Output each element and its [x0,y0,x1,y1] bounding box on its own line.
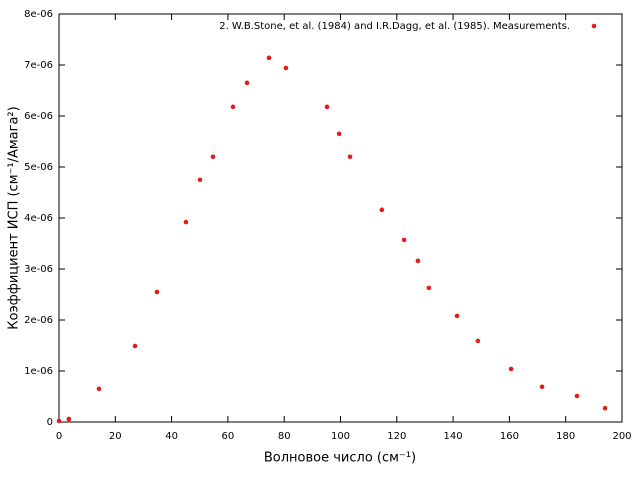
y-tick-label: 6e-06 [24,111,53,122]
data-point [154,289,160,295]
y-tick-label: 8e-06 [24,9,53,20]
data-point [454,313,460,319]
y-tick-label: 4e-06 [24,213,53,224]
y-tick-label: 2e-06 [24,315,53,326]
data-point [539,384,545,390]
x-tick-label: 180 [556,431,575,442]
data-point [66,416,72,422]
data-point [508,366,514,372]
data-point [602,405,608,411]
legend-label: 2. W.B.Stone, et al. (1984) and I.R.Dagg… [219,21,570,32]
x-tick-label: 160 [500,431,519,442]
x-tick-label: 120 [387,431,406,442]
x-tick-label: 100 [331,431,350,442]
data-point [132,343,138,349]
y-tick-label: 1e-06 [24,366,53,377]
plot-frame [58,13,623,423]
data-point [379,207,385,213]
y-tick-label: 3e-06 [24,264,53,275]
data-point [426,285,432,291]
data-point [283,65,289,71]
data-point [210,154,216,160]
x-tick-label: 40 [165,431,178,442]
x-tick-label: 200 [612,431,631,442]
x-axis-label: Волновое число (см⁻¹) [264,451,416,466]
y-tick-label: 0 [47,417,53,428]
data-point [475,338,481,344]
data-point [401,237,407,243]
x-tick-label: 80 [278,431,291,442]
x-tick-label: 20 [109,431,122,442]
x-tick-label: 0 [56,431,62,442]
x-tick-label: 140 [444,431,463,442]
data-point [230,104,236,110]
data-point [183,219,189,225]
y-tick-label: 7e-06 [24,60,53,71]
data-point [96,386,102,392]
y-tick-label: 5e-06 [24,162,53,173]
data-point [574,393,580,399]
y-axis-label: Коэффициент ИСП (см⁻¹/Амага²) [7,106,22,329]
data-point [244,80,250,86]
data-point [56,418,62,424]
data-point [266,55,272,61]
data-point [324,104,330,110]
data-point [197,177,203,183]
data-point [336,131,342,137]
data-point [415,258,421,264]
data-point [347,154,353,160]
legend-marker [591,23,597,29]
x-tick-label: 60 [222,431,235,442]
